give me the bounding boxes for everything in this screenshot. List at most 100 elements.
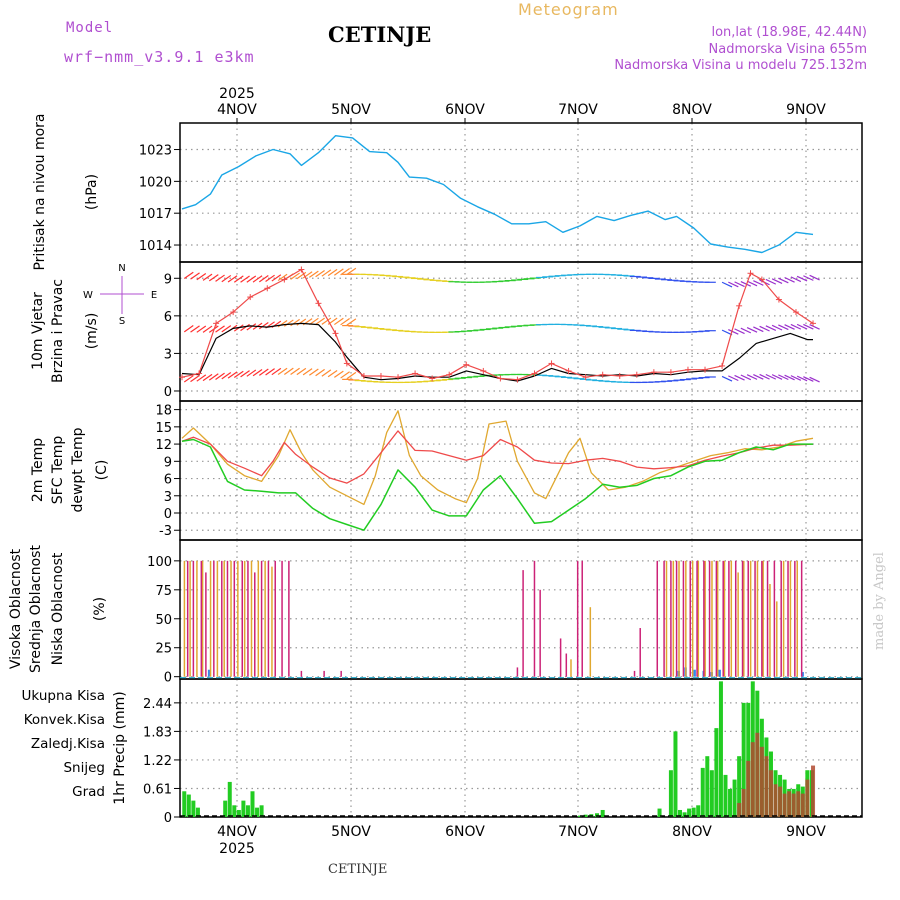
- precip-total-bar: [227, 781, 232, 817]
- temp2m-axis-title: 2m Temp: [30, 438, 46, 502]
- wind-arrow: [183, 325, 194, 333]
- wind-arrow: [183, 375, 194, 383]
- wind-arrow: [771, 374, 783, 380]
- wind-arrow: [771, 324, 783, 331]
- precip-conv-bar: [778, 786, 783, 817]
- bottom-date-label: 6NOV: [445, 824, 485, 840]
- precip-total-bar: [682, 812, 687, 817]
- wind-arrow: [796, 375, 808, 382]
- wind-arrow: [208, 373, 219, 381]
- compass-n: N: [118, 263, 125, 274]
- bottom-date-label: 8NOV: [672, 824, 712, 840]
- wind-arrow: [334, 317, 344, 326]
- wind-arrow: [240, 370, 250, 378]
- wind-arrow: [246, 275, 257, 283]
- precip-axis-title: 1hr Precip (mm): [112, 691, 128, 804]
- wind-arrow: [803, 275, 814, 281]
- precip-total-bar: [705, 756, 710, 817]
- y-tick-label: 12: [155, 438, 172, 453]
- wind-arrow: [334, 268, 344, 276]
- model-label: Model: [66, 20, 114, 36]
- wind-arrow: [215, 372, 225, 380]
- precip-total-bar: [723, 774, 728, 817]
- precip-total-bar: [741, 702, 746, 817]
- wind-arrow: [753, 280, 764, 286]
- y-tick-label: 3: [164, 490, 172, 505]
- wind-arrow: [265, 368, 275, 376]
- precip-total-bar: [687, 808, 692, 817]
- wind-arrow: [227, 275, 238, 283]
- wind-arrow: [809, 323, 820, 330]
- wind-arrow: [308, 368, 319, 376]
- precip-legend-4: Grad: [72, 784, 105, 800]
- wind-arrow: [790, 323, 802, 330]
- y-tick-label: 100: [147, 555, 172, 570]
- wind-arrow: [215, 325, 225, 333]
- precip-total-bar: [191, 800, 196, 817]
- wind-arrow: [784, 374, 795, 381]
- bottom-date-label: 4NOV: [217, 824, 257, 840]
- y-tick-label: 0: [164, 385, 172, 400]
- precip-conv-bar: [811, 765, 816, 817]
- precip-total-bar: [577, 815, 582, 817]
- wind-arrow: [334, 370, 344, 378]
- wind-arrow: [346, 371, 357, 380]
- wind-arrow: [296, 367, 307, 376]
- wind-arrow: [265, 274, 275, 282]
- cloud-unit: (%): [92, 597, 108, 621]
- precip-legend-0: Ukupna Kisa: [22, 688, 105, 704]
- wind-arrow: [340, 318, 350, 326]
- wind-arrow: [315, 368, 325, 377]
- y-tick-label: 1.83: [143, 725, 172, 740]
- y-tick-label: 1.22: [143, 754, 172, 769]
- wind-arrow: [734, 328, 745, 335]
- precip-total-bar: [259, 805, 264, 817]
- precip-total-bar: [691, 807, 696, 817]
- top-year-label: 2025: [219, 86, 255, 102]
- wind-arrow: [784, 276, 795, 283]
- precip-conv-bar: [782, 793, 787, 817]
- y-tick-label: 1014: [139, 239, 172, 254]
- precip-conv-bar: [755, 732, 760, 817]
- top-date-label: 9NOV: [786, 102, 826, 118]
- y-tick-label: 75: [155, 584, 172, 599]
- wind-arrow: [183, 271, 194, 280]
- wind-arrow: [809, 274, 820, 281]
- pressure-line: [181, 134, 814, 254]
- wind-arrow: [765, 373, 777, 380]
- wind-arrow: [290, 318, 300, 327]
- y-tick-label: 9: [164, 455, 172, 470]
- wind-arrow: [271, 367, 282, 376]
- y-tick-label: -3: [159, 524, 172, 539]
- temp2m-line: [181, 430, 814, 484]
- wind-arrow: [778, 374, 789, 381]
- bottom-date-label: 5NOV: [331, 824, 371, 840]
- wind-arrow: [740, 281, 752, 287]
- wind-arrow: [215, 274, 225, 282]
- wind-arrow: [790, 276, 802, 283]
- wind-axis-subtitle: Brzina i Pravac: [50, 279, 66, 383]
- wind-arrow: [196, 374, 207, 382]
- wind-arrow: [271, 274, 282, 282]
- wind-arrow: [753, 373, 764, 380]
- wind-arrow: [796, 323, 808, 330]
- wind-arrow: [778, 277, 789, 284]
- wind-arrow: [321, 269, 332, 277]
- precip-total-bar: [696, 805, 701, 817]
- precip-total-bar: [737, 756, 742, 817]
- y-tick-label: 6: [164, 310, 172, 325]
- top-date-label: 5NOV: [331, 102, 371, 118]
- y-tick-label: 18: [155, 404, 172, 419]
- wind-arrow: [327, 369, 338, 378]
- meteogram-title: Meteogram: [518, 0, 619, 19]
- wind-arrow: [221, 325, 232, 333]
- wind-arrow: [327, 268, 338, 277]
- wind-arrow: [202, 325, 213, 333]
- precip-total-bar: [595, 813, 600, 817]
- precip-conv-bar: [787, 791, 792, 817]
- precip-total-bar: [232, 805, 237, 817]
- top-date-label: 8NOV: [672, 102, 712, 118]
- wind-arrow: [202, 273, 213, 281]
- wind-arrow: [796, 275, 808, 282]
- precip-total-bar: [732, 779, 737, 817]
